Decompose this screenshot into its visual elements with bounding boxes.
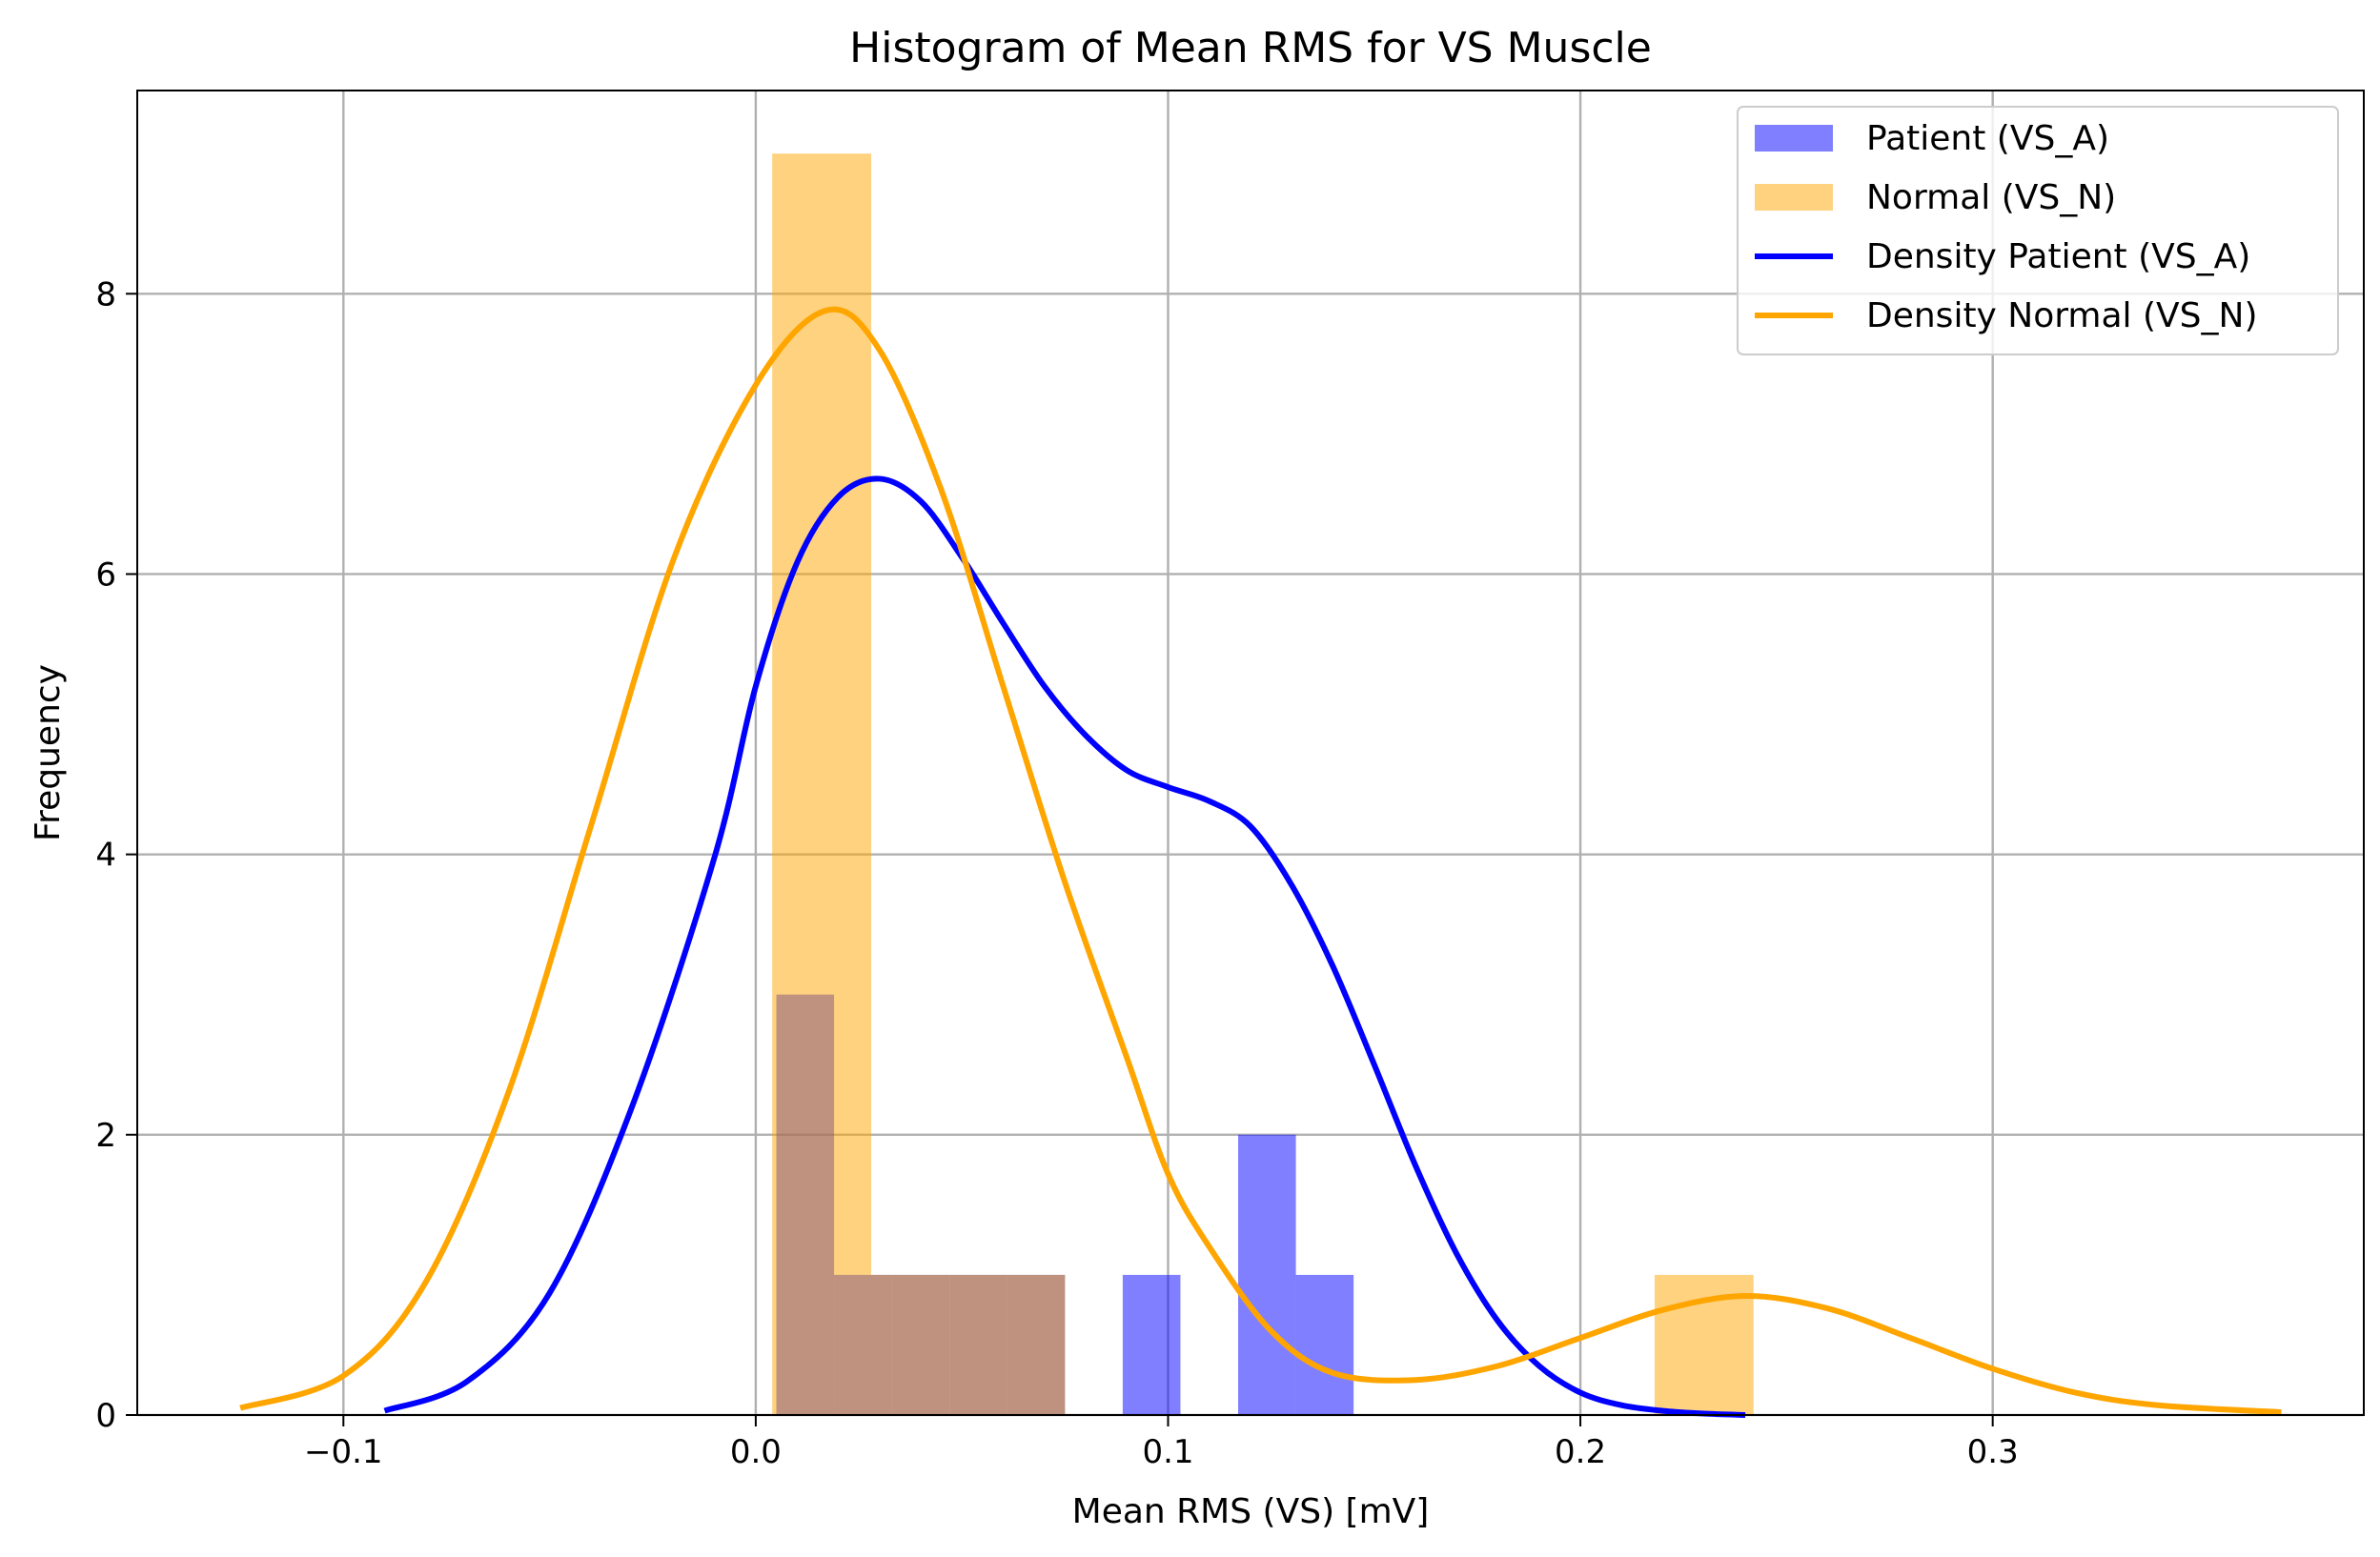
axis-ticks: −0.1 0.0 0.1 0.2 0.3 0 2 4 6 8: [95, 275, 2018, 1471]
legend-entry: Normal (VS_N): [1755, 178, 2116, 217]
x-tick-label: 0.2: [1555, 1433, 1606, 1471]
legend-label: Normal (VS_N): [1866, 178, 2116, 217]
y-tick-label: 0: [95, 1397, 116, 1435]
histogram-series-1: [772, 153, 1754, 1416]
plot-frame: [136, 90, 2365, 1416]
density-curve: [383, 475, 1746, 1418]
legend-label: Patient (VS_A): [1866, 119, 2109, 158]
x-tick-label: 0.1: [1142, 1433, 1193, 1471]
histogram-bar: [1122, 1274, 1181, 1415]
x-tick-label: 0.0: [730, 1433, 782, 1471]
density-curve: [239, 306, 2282, 1416]
histogram-bar: [966, 1274, 1066, 1415]
legend-swatch: [1755, 184, 1833, 211]
y-tick-label: 6: [95, 556, 116, 594]
x-tick-label: 0.3: [1967, 1433, 2019, 1471]
legend-entry: Density Patient (VS_A): [1755, 237, 2250, 276]
histogram-bars: [772, 153, 1754, 1416]
histogram-bar: [871, 1274, 966, 1415]
histogram-bar: [1295, 1274, 1354, 1415]
histogram-bar: [772, 153, 872, 1416]
chart-title: Histogram of Mean RMS for VS Muscle: [849, 24, 1652, 72]
histogram-bar: [1238, 1134, 1296, 1415]
x-axis-label: Mean RMS (VS) [mV]: [1072, 1492, 1430, 1531]
y-tick-label: 8: [95, 275, 116, 313]
y-tick-label: 4: [95, 837, 116, 875]
density-curves: [239, 306, 2282, 1418]
x-tick-label: −0.1: [304, 1433, 383, 1471]
legend-label: Density Patient (VS_A): [1866, 237, 2250, 276]
y-tick-label: 2: [95, 1117, 116, 1155]
y-axis-label: Frequency: [29, 664, 68, 841]
legend-box: [1737, 106, 2339, 355]
legend: Patient (VS_A) Normal (VS_N) Density Patie…: [1737, 106, 2339, 355]
legend-swatch: [1755, 125, 1833, 152]
legend-entry: Density Normal (VS_N): [1755, 296, 2258, 335]
legend-label: Density Normal (VS_N): [1866, 296, 2258, 335]
legend-entry: Patient (VS_A): [1755, 119, 2109, 158]
